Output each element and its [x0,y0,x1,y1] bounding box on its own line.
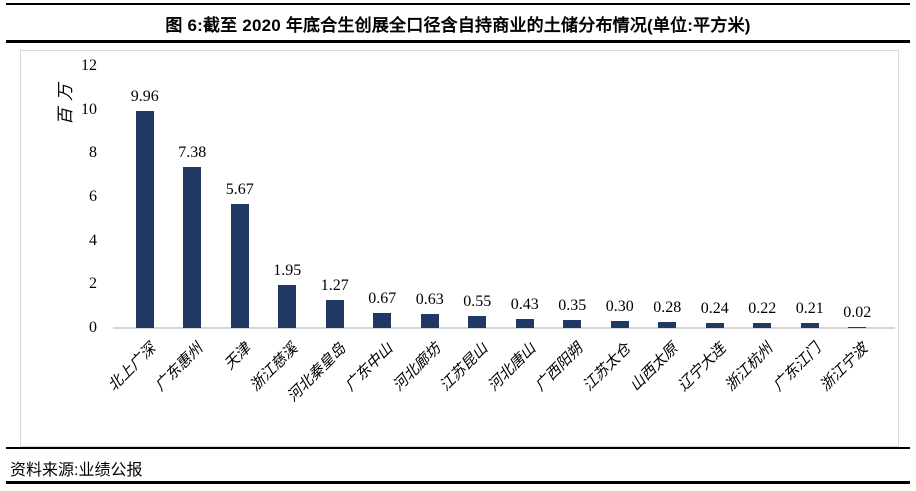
bar [800,323,819,328]
chart-panel: 百万 9.96 7.38 5.67 1.95 1.27 0.67 0.63 0.55 0.43 0… [20,50,899,447]
bar-value-label: 0.28 [653,298,682,316]
bar [135,110,154,328]
x-category-label: 河北廊坊 [390,340,444,395]
bar-value-label: 0.67 [368,290,397,308]
y-tick-label: 2 [89,275,97,293]
x-category-label: 河北唐山 [485,340,539,395]
bar-value-label: 0.63 [415,291,444,309]
x-category-label: 辽宁大连 [675,340,729,395]
y-tick-label: 10 [81,100,97,118]
bar [658,321,677,328]
x-category-label: 江苏昆山 [437,340,492,395]
bar-slot: 0.35 [549,66,597,328]
x-category-label: 浙江宁波 [817,340,872,395]
bar-value-label: 0.02 [843,304,872,321]
bar-slot: 0.24 [691,66,739,328]
bar-value-label: 0.35 [558,297,587,315]
plot-area: 9.96 7.38 5.67 1.95 1.27 0.67 0.63 0.55 0.43 0.35… [113,66,895,329]
x-category-label: 广东江门 [770,340,824,395]
bar-value-label: 0.21 [795,300,824,318]
x-category-label: 山西太原 [627,340,682,395]
bar [325,300,344,328]
bar-slot: 5.67 [216,66,264,328]
bar-value-label: 7.38 [178,143,207,161]
bar-value-label: 0.30 [605,298,634,316]
bar [705,322,724,328]
top-divider [6,3,910,5]
bar [420,314,439,328]
bar [563,320,582,328]
x-category-label: 天津 [221,340,254,374]
source-divider [6,447,910,449]
bar [515,318,534,328]
bar [278,285,297,328]
bar-slot: 0.28 [644,66,692,328]
bar-value-label: 1.95 [273,262,302,280]
bar-slot: 0.22 [739,66,787,328]
bar [610,321,629,328]
x-category-label: 广西阳朔 [532,340,587,395]
bar-slot: 0.67 [359,66,407,328]
bar-slot: 7.38 [169,66,217,328]
bar-value-label: 0.22 [748,300,777,318]
bar [848,327,867,328]
bar-slot: 0.55 [454,66,502,328]
y-tick-label: 6 [89,188,97,205]
x-category-label: 北上广深 [105,340,159,395]
x-category-label: 广东中山 [342,340,397,395]
x-category-label: 江苏太仓 [580,340,634,395]
x-category-label: 浙江杭州 [722,340,777,395]
bar [468,316,487,328]
x-category-label: 广东惠州 [152,340,207,395]
y-tick-label: 0 [89,319,97,336]
bar-slot: 1.27 [311,66,359,328]
bar-slot: 0.30 [596,66,644,328]
title-divider [6,40,910,43]
bar-slot: 0.21 [786,66,834,328]
bar [753,323,772,328]
bar [230,204,249,328]
y-tick-label: 12 [81,57,97,74]
y-tick-label: 8 [89,144,97,162]
bar-slot: 9.96 [121,66,169,328]
bar-value-label: 1.27 [320,277,349,295]
bottom-divider [6,481,910,484]
bar-value-label: 9.96 [130,87,159,105]
bar-slot: 0.02 [834,66,882,328]
y-tick-label: 4 [89,231,97,249]
bar [373,313,392,328]
bar [183,166,202,328]
bar-slot: 1.95 [264,66,312,328]
bar-value-label: 5.67 [225,181,254,199]
bar-value-label: 0.43 [510,295,539,313]
bar-slot: 0.63 [406,66,454,328]
x-axis-line [113,327,895,329]
bar-value-label: 0.55 [463,293,492,310]
bar-value-label: 0.24 [700,299,729,317]
figure-title: 图 6:截至 2020 年底合生创展全口径含自持商业的土储分布情况(单位:平方米… [165,16,751,35]
source-note: 资料来源:业绩公报 [10,462,143,479]
bar-slot: 0.43 [501,66,549,328]
